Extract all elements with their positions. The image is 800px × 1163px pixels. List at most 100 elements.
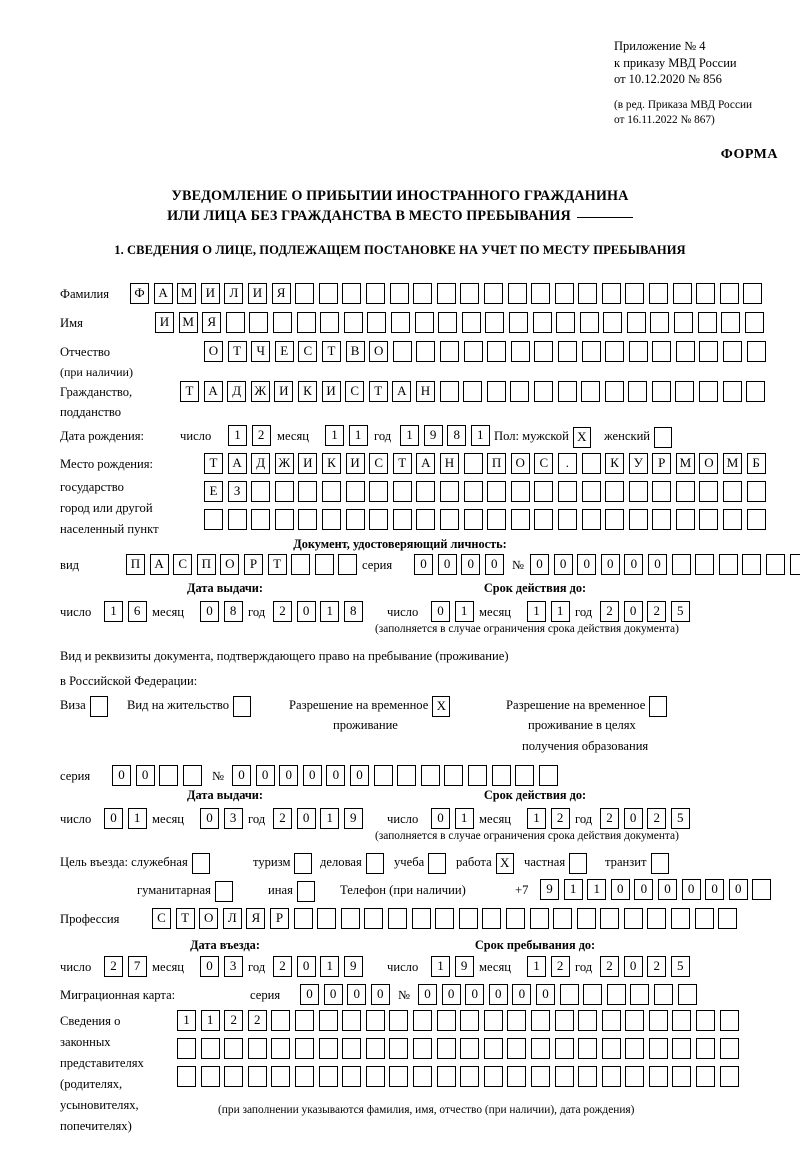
char-box[interactable]: 0	[484, 554, 504, 575]
char-box[interactable]	[507, 1066, 527, 1087]
char-box[interactable]	[507, 283, 527, 304]
char-box[interactable]	[578, 283, 598, 304]
char-box[interactable]	[293, 908, 313, 929]
char-box[interactable]	[696, 1010, 716, 1031]
char-box[interactable]	[272, 312, 292, 333]
char-box[interactable]	[718, 908, 738, 929]
char-box[interactable]	[317, 908, 337, 929]
char-box[interactable]: 7	[127, 956, 147, 977]
char-box[interactable]	[672, 1066, 692, 1087]
char-box[interactable]	[605, 509, 625, 530]
char-box[interactable]: 1	[177, 1010, 196, 1031]
char-box[interactable]: 0	[623, 601, 643, 622]
char-box[interactable]	[483, 1038, 503, 1059]
char-box[interactable]: И	[247, 283, 267, 304]
char-box[interactable]: 1	[228, 425, 247, 446]
char-box[interactable]: Т	[175, 908, 195, 929]
char-box[interactable]: Т	[204, 453, 223, 474]
char-box[interactable]	[625, 1066, 645, 1087]
char-box[interactable]: О	[369, 341, 389, 362]
char-box[interactable]	[606, 984, 626, 1005]
char-box[interactable]	[414, 312, 434, 333]
char-box[interactable]: Т	[368, 381, 388, 402]
char-box[interactable]	[510, 481, 530, 502]
char-box[interactable]	[648, 1066, 668, 1087]
char-box[interactable]	[416, 509, 436, 530]
char-box[interactable]	[463, 481, 483, 502]
char-box[interactable]: И	[200, 283, 220, 304]
char-box[interactable]	[723, 509, 743, 530]
char-box[interactable]	[581, 381, 601, 402]
char-box[interactable]	[436, 1010, 456, 1031]
char-box[interactable]	[696, 1066, 716, 1087]
char-box[interactable]	[485, 312, 505, 333]
char-box[interactable]	[675, 481, 695, 502]
char-box[interactable]	[486, 381, 506, 402]
char-box[interactable]	[510, 341, 530, 362]
char-box[interactable]: 1	[550, 601, 570, 622]
char-box[interactable]	[387, 908, 407, 929]
char-box[interactable]: 2	[273, 956, 292, 977]
char-box[interactable]: Е	[274, 341, 294, 362]
char-box[interactable]: М	[177, 283, 197, 304]
char-box[interactable]: Т	[227, 341, 247, 362]
char-box[interactable]: 1	[127, 808, 147, 829]
char-box[interactable]	[367, 312, 387, 333]
char-box[interactable]: 1	[563, 879, 583, 900]
char-box[interactable]: 2	[251, 425, 271, 446]
char-box[interactable]	[515, 765, 535, 786]
purpose-work-checkbox[interactable]: X	[495, 852, 514, 874]
char-box[interactable]: 2	[273, 808, 292, 829]
char-box[interactable]	[177, 1038, 196, 1059]
char-box[interactable]	[247, 1038, 267, 1059]
char-box[interactable]: А	[149, 554, 169, 575]
char-box[interactable]	[389, 1010, 409, 1031]
char-box[interactable]	[291, 554, 311, 575]
char-box[interactable]: Я	[246, 908, 266, 929]
char-box[interactable]	[182, 765, 202, 786]
char-box[interactable]: 0	[437, 554, 457, 575]
char-box[interactable]	[338, 554, 358, 575]
char-box[interactable]	[719, 1038, 739, 1059]
legal-rep-row-2-input[interactable]	[177, 1038, 739, 1059]
char-box[interactable]: Н	[415, 381, 435, 402]
char-box[interactable]: П	[126, 554, 145, 575]
char-box[interactable]: Т	[392, 453, 412, 474]
char-box[interactable]	[695, 554, 715, 575]
char-box[interactable]	[601, 283, 621, 304]
char-box[interactable]	[227, 509, 247, 530]
char-box[interactable]: В	[345, 341, 365, 362]
char-box[interactable]: 0	[461, 554, 481, 575]
char-box[interactable]	[345, 509, 365, 530]
char-box[interactable]: С	[298, 341, 318, 362]
char-box[interactable]: Е	[204, 481, 223, 502]
char-box[interactable]	[487, 481, 507, 502]
char-box[interactable]	[696, 283, 716, 304]
char-box[interactable]	[699, 341, 719, 362]
char-box[interactable]	[200, 1038, 220, 1059]
char-box[interactable]	[623, 908, 643, 929]
char-box[interactable]: 1	[454, 601, 474, 622]
char-box[interactable]: 0	[347, 984, 367, 1005]
char-box[interactable]: 0	[279, 765, 299, 786]
char-box[interactable]	[675, 341, 695, 362]
char-box[interactable]: 0	[232, 765, 251, 786]
char-box[interactable]: 0	[200, 808, 219, 829]
char-box[interactable]	[251, 509, 271, 530]
char-box[interactable]	[601, 1010, 621, 1031]
char-box[interactable]: 0	[414, 554, 433, 575]
char-box[interactable]	[271, 1066, 291, 1087]
char-box[interactable]	[412, 1010, 432, 1031]
char-box[interactable]	[694, 908, 714, 929]
char-box[interactable]: 1	[431, 956, 450, 977]
char-box[interactable]	[439, 481, 459, 502]
